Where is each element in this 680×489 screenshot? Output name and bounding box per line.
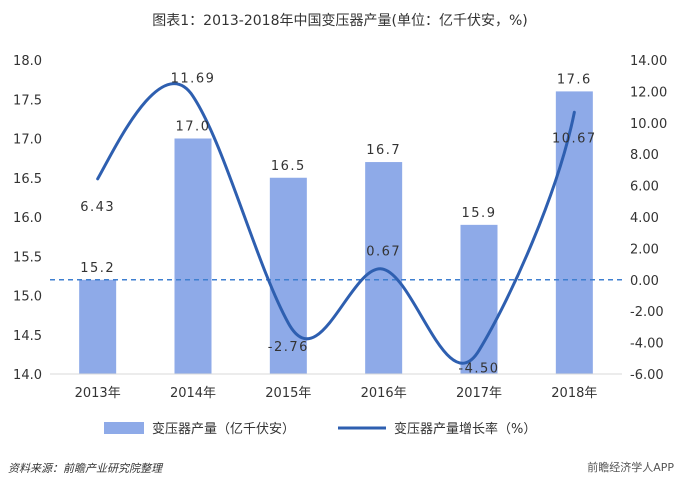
right-axis-tick-7: 8.00 <box>630 148 659 163</box>
left-axis-tick-7: 17.5 <box>13 93 42 108</box>
bar-2 <box>269 177 307 374</box>
growth-rate-line <box>96 82 576 365</box>
right-axis-tick-2: -2.00 <box>630 305 664 320</box>
line-label-1: 11.69 <box>171 71 216 86</box>
right-axis-tick-5: 4.00 <box>630 211 659 226</box>
left-axis-tick-3: 15.5 <box>13 250 42 265</box>
chart-title: 图表1：2013-2018年中国变压器产量(单位：亿千伏安，%) <box>152 13 528 29</box>
right-axis-tick-6: 6.00 <box>630 180 659 195</box>
source-note: 资料来源：前瞻产业研究院整理 <box>8 462 162 475</box>
legend-bar-label: 变压器产量（亿千伏安） <box>152 421 295 437</box>
left-axis-tick-6: 17.0 <box>13 133 42 148</box>
right-axis-tick-10: 14.00 <box>630 54 667 69</box>
bar-0 <box>79 279 117 374</box>
x-axis-tick-0: 2013年 <box>75 386 121 401</box>
bar-label-1: 17.0 <box>176 120 211 135</box>
legend-bar-swatch <box>104 422 144 434</box>
x-axis-tick-5: 2018年 <box>551 386 597 401</box>
right-axis-tick-0: -6.00 <box>630 368 664 383</box>
left-axis-tick-8: 18.0 <box>13 54 42 69</box>
bar-label-3: 16.7 <box>366 143 401 158</box>
bar-label-5: 17.6 <box>557 72 592 87</box>
bar-5 <box>555 91 593 375</box>
right-axis-tick-4: 2.00 <box>630 242 659 257</box>
line-label-4: -4.50 <box>458 361 499 376</box>
left-axis-tick-2: 15.0 <box>13 290 42 305</box>
right-axis-tick-3: 0.00 <box>630 274 659 289</box>
bar-label-4: 15.9 <box>462 206 497 221</box>
bar-label-2: 16.5 <box>271 159 306 174</box>
line-label-2: -2.76 <box>268 340 309 355</box>
x-axis-tick-3: 2016年 <box>361 386 407 401</box>
left-axis-tick-1: 14.5 <box>13 329 42 344</box>
bar-1 <box>174 138 212 374</box>
left-axis-tick-0: 14.0 <box>13 368 42 383</box>
left-axis-tick-5: 16.5 <box>13 172 42 187</box>
left-axis-tick-4: 16.0 <box>13 211 42 226</box>
line-label-5: 10.67 <box>552 131 597 146</box>
bar-label-0: 15.2 <box>80 261 115 276</box>
right-axis-tick-8: 10.00 <box>630 117 667 132</box>
watermark: 前瞻经济学人APP <box>587 461 674 474</box>
right-axis-tick-9: 12.00 <box>630 85 667 100</box>
right-axis-tick-1: -4.00 <box>630 337 664 352</box>
line-label-0: 6.43 <box>80 200 115 215</box>
x-axis-tick-4: 2017年 <box>456 386 502 401</box>
x-axis-tick-2: 2015年 <box>265 386 311 401</box>
legend-line-label: 变压器产量增长率（%） <box>394 421 536 437</box>
line-label-3: 0.67 <box>366 244 401 259</box>
x-axis-tick-1: 2014年 <box>170 386 216 401</box>
